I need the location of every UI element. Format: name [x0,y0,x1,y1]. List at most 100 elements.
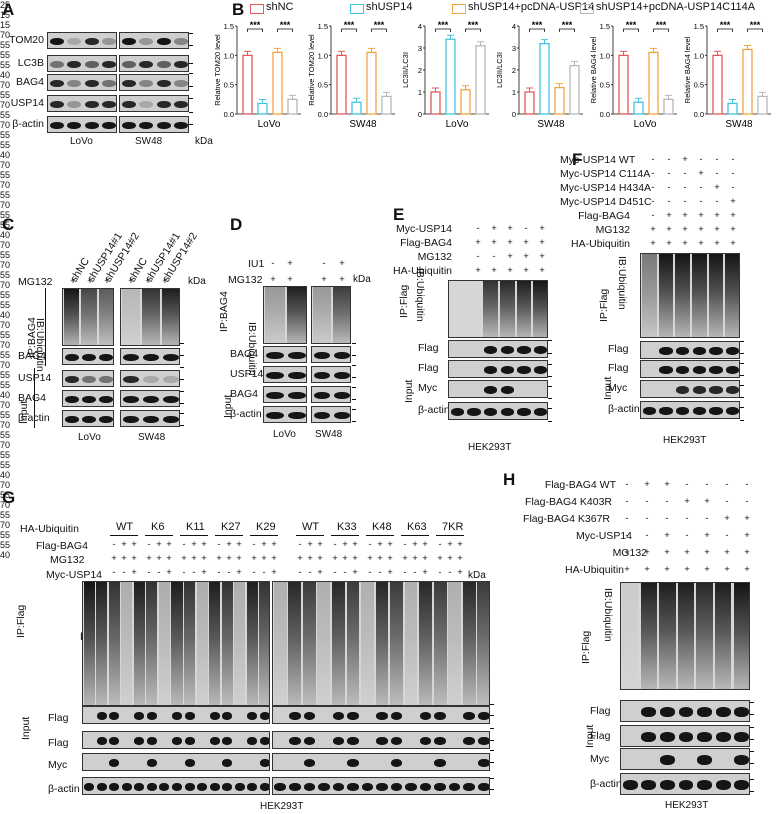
panel-a: TOM20 LC3B BAG4 USP14 β-actin 25 15 15 70 55 55 55 4… [0,0,783,147]
blot-band [49,79,64,88]
row-label-e: β-actin [418,404,450,416]
cond-sign-e: + [523,265,529,276]
smear-d-sw48 [311,286,351,344]
cond-label-g: HA-Ubiquitin [20,523,79,535]
blot-band [332,711,345,721]
blot-band [139,121,154,130]
myc-sign-g: + [166,567,172,578]
myc-sign-g: - [182,567,186,578]
blot-g-left [82,753,270,771]
blot-band [314,411,330,420]
mg132-sign-g: + [352,553,358,564]
blot-band [134,736,145,746]
blot-e [448,380,548,398]
mw-tick [750,763,754,764]
mg132-sign-g: + [332,553,338,564]
blot-band [303,711,316,721]
blot-band [84,121,99,130]
smear-lane [302,582,316,705]
mg132-sign: + [270,274,276,285]
flag-sign-g: + [201,539,207,550]
panel-f: Myc-USP14 WT - - + - - - Myc-USP14 C114A - - - + - - M… [0,154,783,446]
blot-band [121,100,136,109]
blot-band [692,385,706,395]
smear-lane [121,582,133,705]
mw-tick [740,353,744,354]
bar [539,42,550,115]
mg132-sign-g: + [146,553,152,564]
blot-band [146,736,157,746]
bar [430,91,441,115]
group-underline-g [145,535,173,536]
cond-sign-h: - [685,530,689,541]
mw-a-label: 55 [0,60,11,70]
error-bar [447,34,454,40]
group-underline-g [366,535,394,536]
row-label-c: BAG4 [18,392,47,404]
blot-band [123,395,139,404]
smear-lane [265,287,285,343]
flag-sign-g: + [447,539,453,550]
mw-tick [490,740,494,741]
blot-band [484,365,498,375]
mw-tick [740,397,744,398]
blot-band [143,375,159,384]
bar [757,95,768,115]
cond-label-e: MG132 [417,251,452,263]
mg132-sign-g: + [367,553,373,564]
blot-band [726,365,739,375]
mg132-sign-g: + [166,553,172,564]
mw-c-label: 70 [0,100,11,110]
flag-sign-g: - [147,539,151,550]
blot-band [84,100,99,109]
mg132-sign: + [104,276,110,287]
mw-tick [352,399,356,400]
flag-sign-g: - [438,539,442,550]
kda-label-d: kDa [353,274,371,285]
smear-lane [273,582,287,705]
blot-band [709,346,723,356]
cond-sign-h: - [705,479,709,490]
significance-stars: *** [344,20,355,30]
flag-sign-g: + [121,539,127,550]
mw-tick [189,124,193,125]
mw-f-label: 55 [0,380,11,390]
cond-sign-f: + [698,168,704,179]
blot-band [303,758,316,768]
blot-band [259,758,269,768]
smear-lane [234,582,246,705]
myc-sign-g: + [236,567,242,578]
blot-band [159,782,170,792]
mw-d-label: 70 [0,180,11,190]
myc-sign-g: - [192,567,196,578]
blot-band [163,395,179,404]
bar [257,102,268,115]
blot-band [659,365,673,375]
y-tick-label: 1.0 [224,51,234,60]
cond-sign-h: - [645,496,649,507]
mw-tick [352,343,356,344]
smear-lane [171,582,183,705]
blot-band [99,415,113,424]
significance-stars: *** [720,20,731,30]
blot-c-sw48 [120,390,180,407]
blot-a-sw48 [119,74,189,91]
blot-d-sw48 [311,386,351,403]
y-tick-label: 0.0 [224,110,234,119]
cond-sign-h: + [644,547,650,558]
blot-band [726,406,739,416]
mw-h-label: 40 [0,550,11,560]
smear-d-lovo [263,286,307,344]
cond-sign-f: - [715,168,719,179]
significance-stars: *** [468,20,479,30]
panel-d: IU1 MG132- + - + + + + + kDa IP:BAG4 IB:Ubiquitin BA… [0,160,783,440]
cond-sign-h: - [685,479,689,490]
mw-tick [180,379,184,380]
blot-h [620,700,750,722]
blot-band [715,707,731,717]
error-bar [477,41,484,46]
myc-sign-g: + [201,567,207,578]
row-label-a: USP14 [10,97,44,109]
mw-e-label: 70 [0,280,11,290]
cell-label-h: HEK293T [665,800,709,811]
